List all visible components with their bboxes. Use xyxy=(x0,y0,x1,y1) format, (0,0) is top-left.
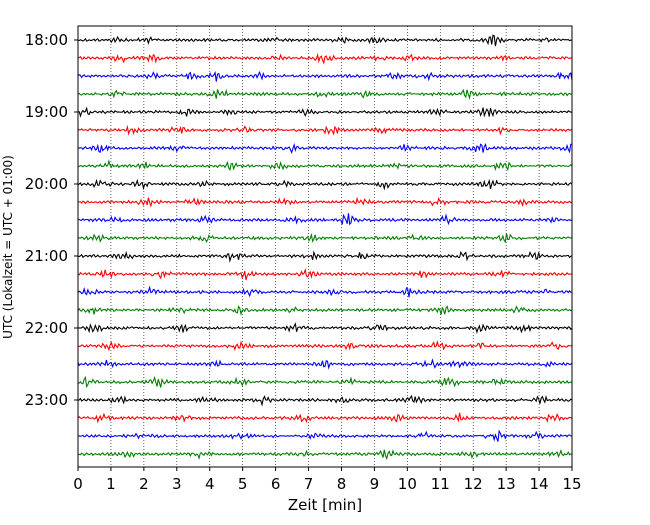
trace-2345 xyxy=(77,449,573,461)
x-tick-label: 4 xyxy=(205,475,215,493)
x-tick-label: 8 xyxy=(337,475,347,493)
plot-frame xyxy=(77,25,573,468)
y-tick-label: 23:00 xyxy=(25,391,68,409)
x-tick-label: 10 xyxy=(398,475,417,493)
x-tick-label: 9 xyxy=(370,475,380,493)
y-tick-label: 19:00 xyxy=(25,103,68,121)
trace-2045 xyxy=(77,232,573,244)
trace-lines xyxy=(77,34,573,461)
x-tick-label: 6 xyxy=(271,475,281,493)
trace-1900 xyxy=(77,106,573,118)
x-tick-label: 7 xyxy=(304,475,314,493)
trace-1830 xyxy=(77,70,573,82)
x-tick-label: 5 xyxy=(238,475,248,493)
trace-1800 xyxy=(77,34,573,47)
x-axis-label: Zeit [min] xyxy=(288,496,362,514)
trace-2330 xyxy=(77,429,573,442)
x-tick-label: 14 xyxy=(530,475,549,493)
y-axis-ticks: 18:00 19:00 20:00 21:00 22:00 23:00 xyxy=(25,31,78,409)
trace-1845 xyxy=(77,88,573,101)
y-tick-label: 18:00 xyxy=(25,31,68,49)
trace-2300 xyxy=(77,394,573,407)
trace-2130 xyxy=(77,285,573,298)
trace-2315 xyxy=(77,412,573,424)
x-tick-label: 2 xyxy=(139,475,149,493)
trace-2245 xyxy=(77,375,573,389)
y-tick-label: 21:00 xyxy=(25,247,68,265)
trace-2115 xyxy=(77,267,573,281)
trace-1945 xyxy=(77,159,573,172)
trace-2145 xyxy=(77,305,573,316)
x-tick-label: 11 xyxy=(431,475,450,493)
y-tick-label: 20:00 xyxy=(25,175,68,193)
trace-2030 xyxy=(77,213,573,226)
x-tick-label: 1 xyxy=(106,475,116,493)
trace-2000 xyxy=(77,178,573,191)
x-tick-label: 15 xyxy=(562,475,581,493)
y-axis-label: UTC (Lokalzeit = UTC + 01:00) xyxy=(1,155,15,339)
x-tick-label: 12 xyxy=(464,475,483,493)
x-tick-label: 0 xyxy=(73,475,83,493)
trace-2015 xyxy=(78,196,573,208)
trace-2100 xyxy=(77,250,573,263)
x-tick-label: 13 xyxy=(497,475,516,493)
x-axis-ticks: 0 1 2 3 4 5 6 7 8 9 10 11 12 13 14 15 xyxy=(73,467,582,493)
x-tick-label: 3 xyxy=(172,475,182,493)
trace-2200 xyxy=(77,322,573,334)
trace-1815 xyxy=(77,52,573,65)
trace-2230 xyxy=(77,358,573,370)
y-tick-label: 22:00 xyxy=(25,319,68,337)
trace-1915 xyxy=(77,124,573,136)
trace-1930 xyxy=(77,142,573,155)
trace-2215 xyxy=(77,340,573,352)
